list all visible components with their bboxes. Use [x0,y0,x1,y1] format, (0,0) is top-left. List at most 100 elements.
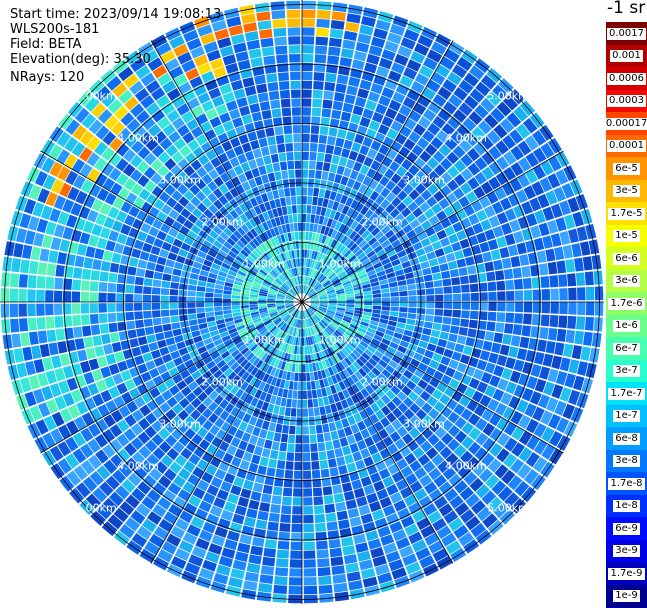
range-gate [223,472,236,484]
range-gate [337,184,346,194]
range-gate [506,112,522,128]
range-gate [444,137,458,151]
range-gate [286,9,301,19]
range-gate [318,188,326,198]
range-gate [354,96,367,108]
colorbar-cell: 0.0003 [606,89,647,113]
range-ring-label: 1.00km [319,333,361,347]
range-gate [533,237,545,251]
range-gate [491,342,502,354]
range-gate [405,473,418,486]
range-gate [411,144,424,157]
range-gate [486,130,501,145]
range-gate [257,465,267,476]
range-gate [415,320,425,327]
range-gate [27,317,37,331]
range-gate [505,279,515,290]
range-gate [381,369,392,379]
range-gate [172,328,182,337]
range-gate [284,261,290,270]
range-gate [423,503,438,516]
range-gate [289,223,295,232]
range-gate [39,248,50,262]
range-gate [308,408,314,417]
range-gate [402,433,414,445]
range-gate [459,139,473,153]
range-gate [486,91,502,107]
range-gate [198,500,212,513]
range-gate [318,306,328,310]
range-gate [314,63,326,73]
range-gate [62,365,74,379]
range-gate [260,37,274,48]
range-gate [331,11,346,21]
range-gate [381,116,394,128]
range-gate [387,320,397,327]
range-gate [254,320,263,326]
range-gate [172,238,183,248]
range-gate [386,346,397,355]
range-gate [339,437,349,447]
range-gate [336,328,345,335]
range-gate [89,303,98,314]
range-gate [20,377,32,393]
range-gate [357,550,371,562]
range-gate [277,308,286,313]
range-gate [553,186,566,202]
range-gate [257,184,266,195]
range-gate [453,159,467,173]
range-gate [346,328,356,336]
range-gate [137,336,148,346]
range-gate [225,414,236,425]
range-gate [381,258,391,266]
range-gate [83,257,94,269]
range-gate [241,181,251,192]
range-gate [538,263,549,276]
range-gate [333,493,345,503]
range-gate [101,147,115,161]
range-gate [367,327,376,334]
range-gate [308,363,313,372]
range-gate [331,109,342,120]
range-gate [129,80,144,95]
range-gate [280,253,286,262]
range-gate [364,62,378,74]
range-gate [210,157,222,168]
range-gate [314,514,326,523]
range-gate [388,234,398,244]
range-gate [218,555,233,568]
range-gate [391,396,402,407]
range-gate [231,302,240,306]
range-gate [62,291,72,302]
range-gate [292,116,301,125]
range-ring-label: 4.00km [445,131,487,145]
range-gate [183,502,198,516]
range-gate [318,361,324,370]
range-gate [286,316,293,324]
range-gate [293,222,298,232]
range-gate [380,534,395,546]
range-gate [267,298,276,301]
range-gate [279,523,291,532]
range-gate [256,11,271,22]
range-gate [289,290,296,297]
range-gate [354,133,365,145]
range-gate [386,412,397,423]
range-gate [531,314,541,326]
range-gate [541,427,555,443]
range-gate [491,480,507,495]
range-gate [294,372,299,382]
range-gate [355,391,365,401]
range-gate [447,71,462,86]
range-gate [484,362,496,374]
range-gate [242,451,253,462]
range-gate [281,224,287,234]
range-gate [151,295,160,302]
range-gate [392,407,403,419]
range-gate [282,496,292,506]
range-gate [300,284,302,294]
range-gate [302,284,304,294]
range-gate [255,519,268,530]
range-gate [80,291,89,302]
range-gate [252,280,262,287]
